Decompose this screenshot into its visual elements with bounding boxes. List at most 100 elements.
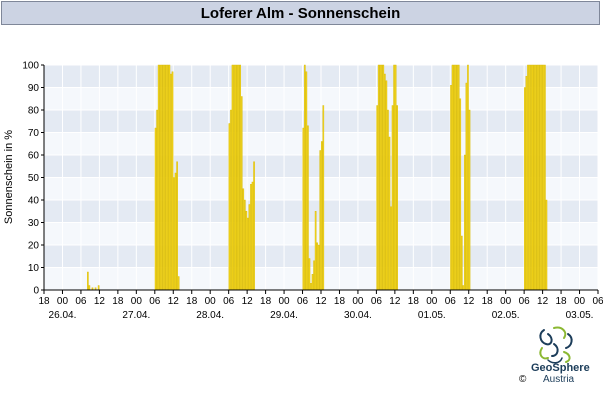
- sunshine-bar: [159, 64, 161, 291]
- sunshine-bar: [316, 242, 318, 291]
- sunshine-bar: [236, 64, 238, 291]
- date-label: 29.04.: [270, 310, 298, 321]
- sunshine-bar: [454, 64, 457, 291]
- chart-title: Loferer Alm - Sonnenschein: [200, 4, 401, 22]
- sunshine-bar: [250, 184, 252, 291]
- y-tick-label: 100: [22, 61, 39, 72]
- sunshine-bar: [533, 64, 535, 291]
- sunshine-bar: [467, 64, 469, 291]
- chart-title-bar: Loferer Alm - Sonnenschein: [1, 1, 600, 25]
- x-tick-label: 18: [556, 296, 568, 307]
- date-label: 30.04.: [344, 310, 372, 321]
- brand-sub: Austria: [543, 374, 575, 385]
- sunshine-bar: [310, 283, 312, 291]
- sunshine-bar: [171, 71, 174, 291]
- y-tick-label: 0: [33, 286, 39, 297]
- sunshine-bar: [464, 154, 466, 291]
- sunshine-bar: [377, 64, 380, 291]
- sunshine-bar: [176, 161, 178, 291]
- sunshine-bar: [247, 217, 249, 291]
- sunshine-bar: [545, 199, 548, 291]
- sunshine-bar: [253, 161, 255, 291]
- sunshine-bar: [177, 276, 180, 291]
- sunshine-bar: [456, 64, 458, 291]
- sunshine-bar: [230, 109, 232, 291]
- x-tick-label: 06: [592, 296, 603, 307]
- x-tick-label: 18: [482, 296, 494, 307]
- sunshine-bar: [382, 64, 385, 291]
- sunshine-bar: [307, 125, 309, 291]
- sunshine-bar: [244, 199, 246, 291]
- x-tick-label: 18: [112, 296, 124, 307]
- date-label: 26.04.: [49, 310, 77, 321]
- sunshine-bar: [390, 206, 392, 291]
- sunshine-bar: [391, 105, 394, 291]
- x-tick-label: 12: [463, 296, 475, 307]
- sunshine-bar: [164, 64, 166, 291]
- sunshine-bar: [251, 181, 254, 291]
- sunshine-bar: [541, 64, 543, 291]
- x-tick-label: 12: [242, 296, 254, 307]
- x-tick-label: 00: [57, 296, 69, 307]
- x-tick-label: 00: [279, 296, 291, 307]
- sunshine-bar: [380, 64, 383, 291]
- sunshine-bar: [304, 64, 306, 291]
- sunshine-bar: [524, 87, 526, 291]
- x-tick-label: 18: [260, 296, 272, 307]
- sunshine-bar: [167, 64, 169, 291]
- sunshine-bar: [248, 204, 251, 291]
- sunshine-bar: [530, 64, 532, 291]
- sunshine-bar: [234, 64, 237, 291]
- sunshine-bar: [314, 211, 317, 291]
- x-tick-label: 00: [131, 296, 143, 307]
- sunshine-bar: [322, 105, 325, 291]
- sunshine-bar: [396, 105, 398, 291]
- sunshine-bar: [457, 64, 460, 291]
- sunshine-bar: [170, 73, 172, 291]
- sunshine-bar: [302, 127, 305, 291]
- sunshine-bar: [393, 64, 395, 291]
- x-tick-label: 00: [352, 296, 364, 307]
- y-tick-label: 30: [28, 218, 40, 229]
- x-tick-label: 12: [389, 296, 401, 307]
- sunshine-bar: [531, 64, 534, 291]
- x-tick-label: 18: [38, 296, 50, 307]
- sunshine-bar: [233, 64, 235, 291]
- y-tick-label: 60: [28, 151, 40, 162]
- sunshine-bar: [450, 85, 452, 291]
- x-tick-label: 00: [500, 296, 512, 307]
- sunshine-bar: [154, 127, 157, 291]
- y-tick-label: 10: [28, 263, 40, 274]
- y-tick-label: 80: [28, 106, 40, 117]
- sunshine-bar: [394, 64, 397, 291]
- y-axis-label: Sonnenschein in %: [3, 130, 15, 224]
- y-tick-label: 50: [28, 173, 40, 184]
- sunshine-bar: [157, 64, 160, 291]
- date-label: 01.05.: [418, 310, 446, 321]
- x-tick-label: 06: [371, 296, 383, 307]
- y-tick-label: 20: [28, 241, 40, 252]
- sunshine-bar: [240, 96, 243, 291]
- sunshine-bar: [162, 64, 165, 291]
- sunshine-bar: [451, 64, 454, 291]
- sunshine-bar: [387, 109, 389, 291]
- sunshine-bar: [245, 211, 248, 291]
- date-labels: 26.04. 27.04. 28.04. 29.04. 30.04. 01.05. 02.0…: [49, 310, 594, 321]
- sunshine-bar: [228, 123, 231, 291]
- y-tick-label: 40: [28, 196, 40, 207]
- x-tick-labels: 18 00 06 12 18 00 06 12 18 00 06 12 18 00 06 12 18 00 06 12…: [38, 296, 603, 307]
- sunshine-bar: [311, 274, 314, 291]
- brand-name: GeoSphere: [531, 362, 590, 374]
- sunshine-bar: [459, 98, 462, 291]
- x-tick-label: 12: [168, 296, 180, 307]
- sunshine-bar: [539, 64, 542, 291]
- sunshine-bar: [385, 80, 388, 291]
- sunshine-bar: [544, 64, 546, 291]
- sunshine-bar: [384, 73, 386, 291]
- sunshine-bar: [462, 285, 465, 291]
- geosphere-logo-icon: [539, 326, 573, 364]
- sunshine-bar: [173, 177, 175, 291]
- sunshine-bar: [174, 172, 177, 291]
- x-tick-label: 12: [315, 296, 327, 307]
